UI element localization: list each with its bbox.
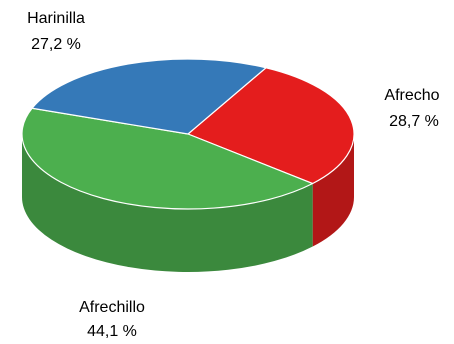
pie-sides — [22, 134, 354, 272]
slice-harinilla — [31, 58, 267, 135]
pie-tops — [21, 58, 355, 210]
slice-afrechillo — [21, 107, 314, 210]
slice-value-afrecho: 28,7 % — [389, 113, 439, 130]
slice-afrecho — [187, 67, 355, 185]
slice-side-afrechillo — [22, 134, 313, 272]
slice-value-afrechillo: 44,1 % — [87, 323, 137, 339]
slice-label-harinilla: Harinilla — [27, 10, 85, 27]
slice-label-afrecho: Afrecho — [384, 87, 439, 104]
pie-labels: Harinilla 27,2 % Afrecho 28,7 % Afrechil… — [27, 10, 440, 340]
slice-label-afrechillo: Afrechillo — [79, 299, 145, 316]
slice-value-harinilla: 27,2 % — [31, 36, 81, 53]
slice-side-afrecho — [312, 134, 354, 247]
